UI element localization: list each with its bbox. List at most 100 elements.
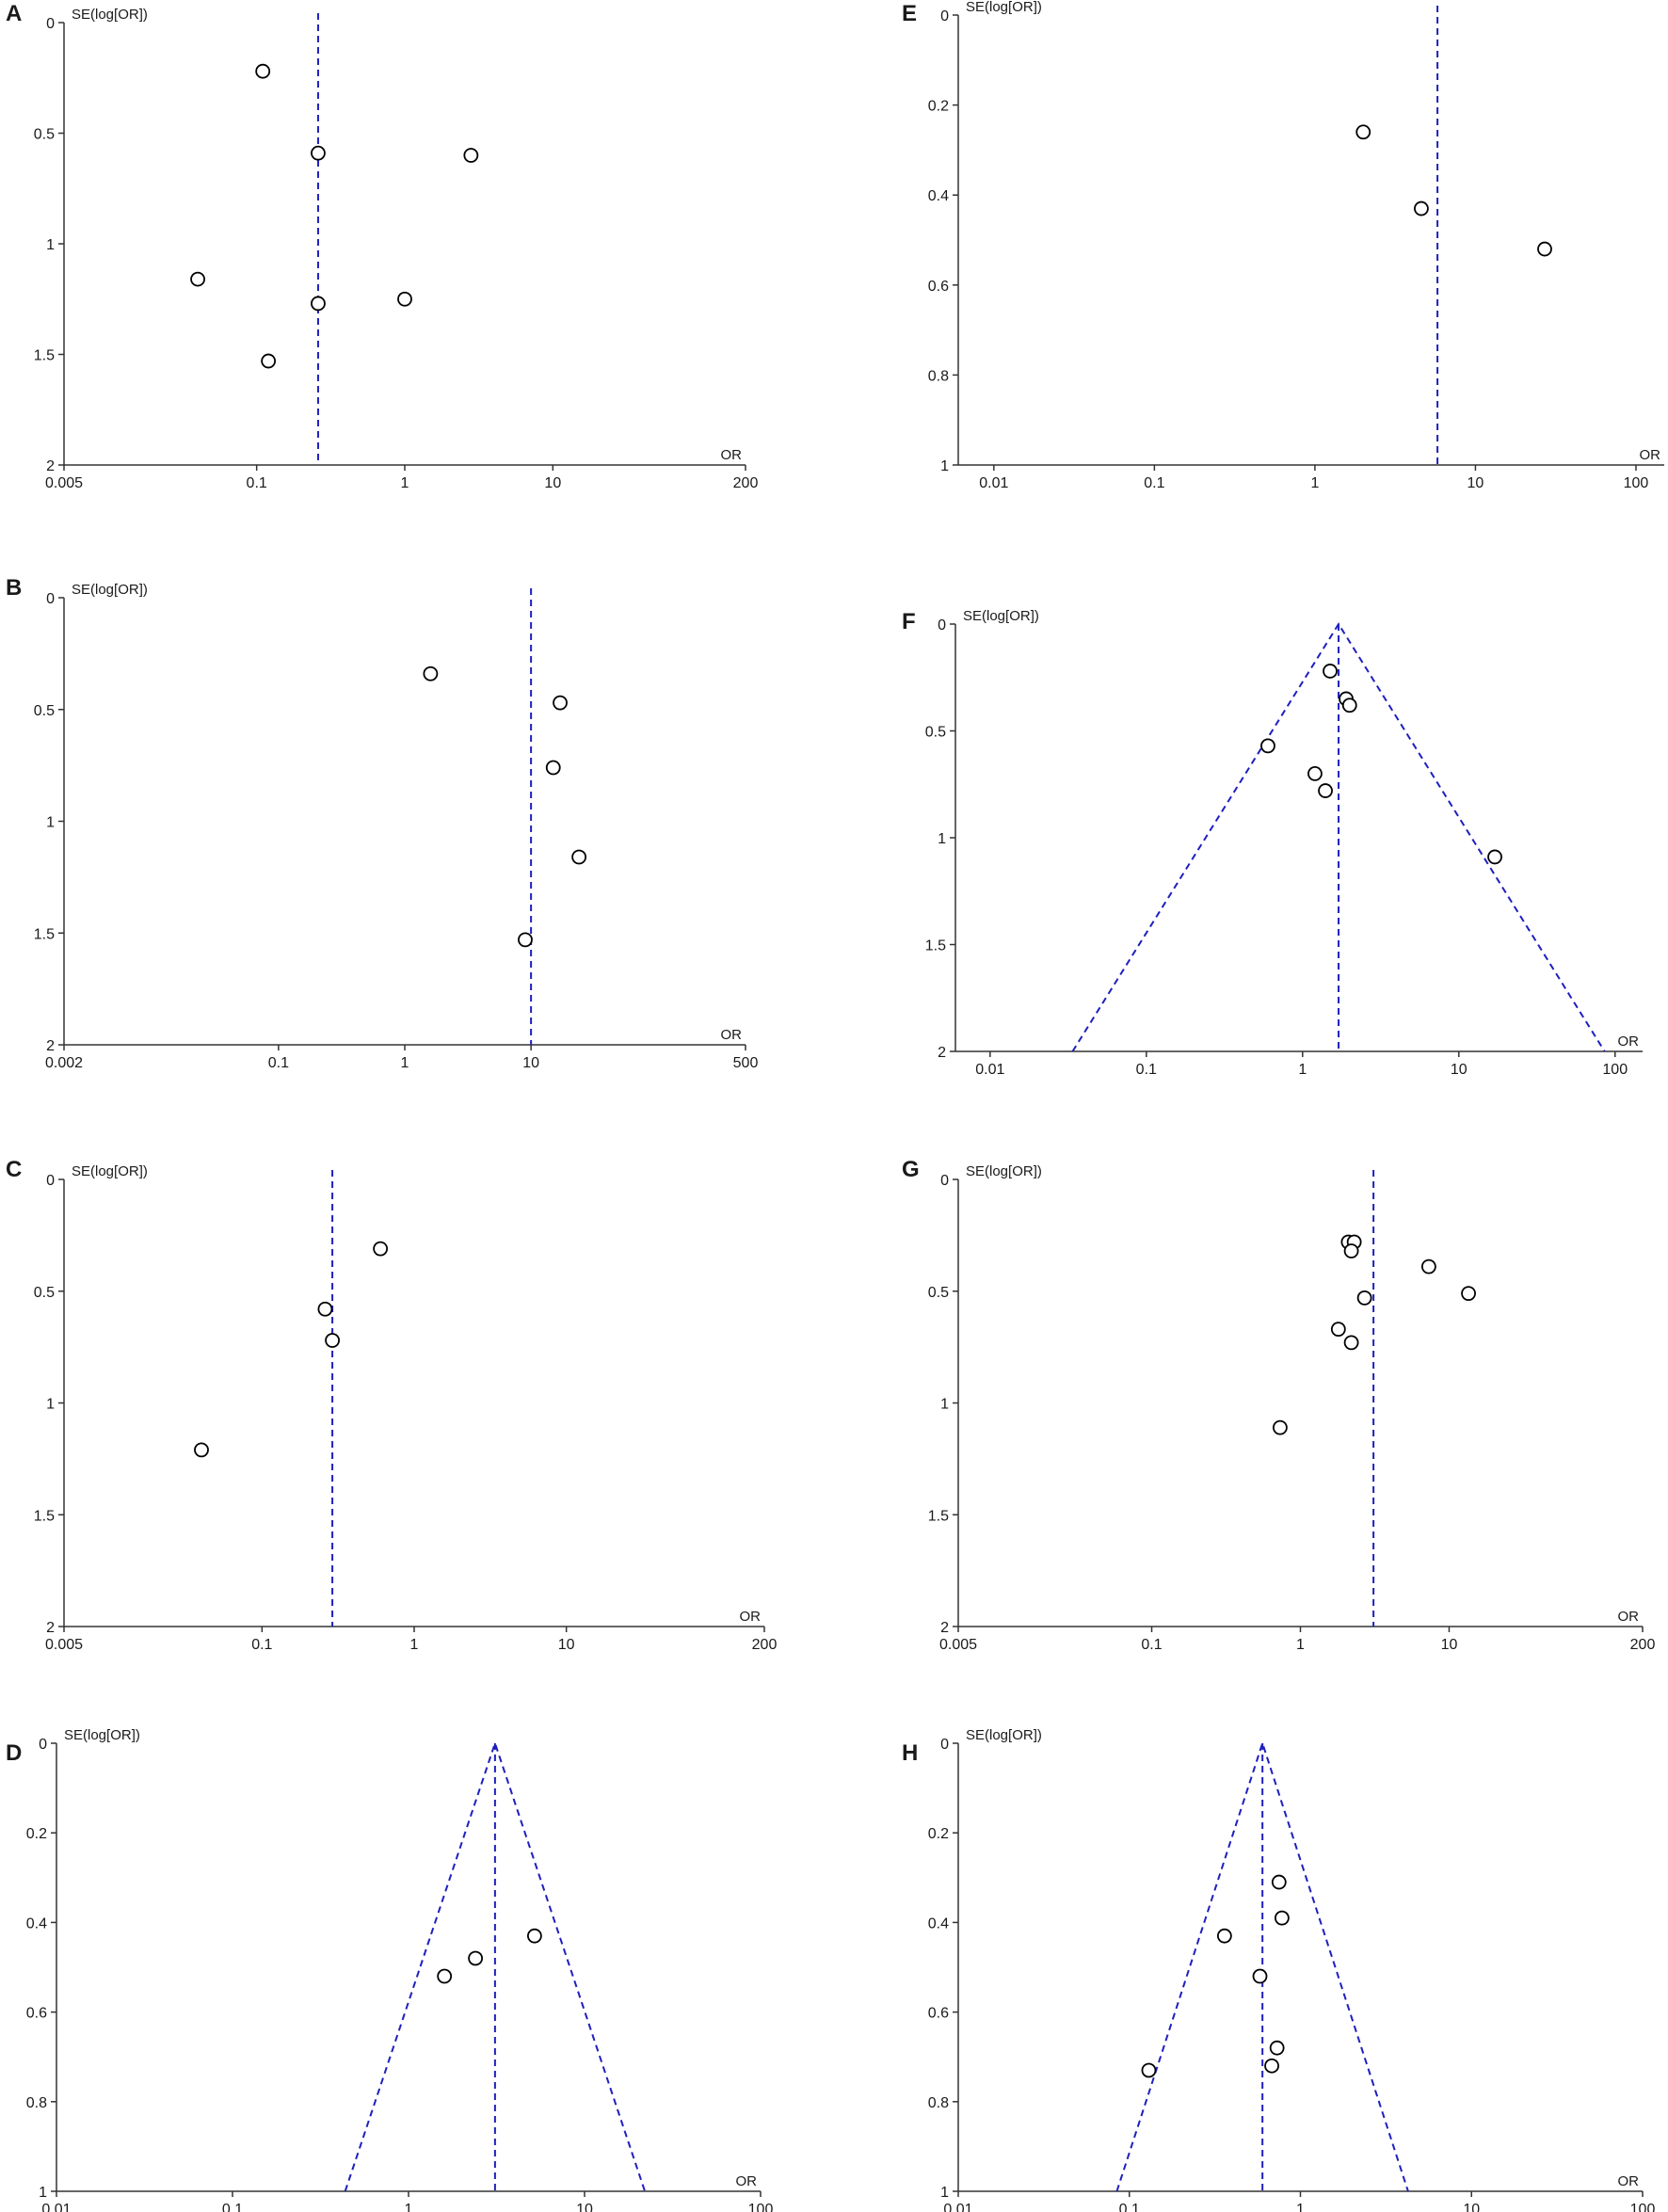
x-axis-title: OR [1618, 1609, 1640, 1625]
study-point [571, 849, 587, 865]
x-tick-label: 0.1 [268, 1055, 289, 1071]
study-point [325, 1333, 340, 1348]
y-axis-title: SE(log[OR]) [64, 1727, 140, 1743]
y-tick-label: 2 [46, 1038, 55, 1054]
y-tick-label: 0.6 [928, 2006, 949, 2022]
study-point [1318, 783, 1333, 798]
study-point [1487, 849, 1502, 865]
x-tick-label: 0.1 [1136, 1062, 1157, 1078]
study-point [468, 1950, 483, 1966]
x-tick-label: 10 [1468, 475, 1484, 491]
y-tick-label: 0.5 [925, 725, 946, 741]
study-point [311, 145, 326, 161]
y-axis-title: SE(log[OR]) [966, 1727, 1042, 1743]
y-tick-label: 0.2 [26, 1826, 47, 1842]
y-tick-label: 2 [46, 1620, 55, 1636]
y-tick-label: 1 [46, 1397, 55, 1413]
x-tick-label: 0.1 [251, 1637, 272, 1653]
study-point [1260, 738, 1275, 754]
x-tick-label: 100 [1624, 475, 1649, 491]
study-point [1341, 697, 1357, 713]
x-axis-title: OR [1618, 2173, 1640, 2189]
x-tick-label: 1 [410, 1637, 419, 1653]
x-tick-label: 10 [1451, 1062, 1468, 1078]
x-tick-label: 10 [558, 1637, 575, 1653]
y-tick-label: 1.5 [34, 1508, 55, 1524]
study-point [1537, 241, 1552, 257]
y-tick-label: 1 [46, 237, 55, 253]
y-axis-title: SE(log[OR]) [963, 608, 1039, 624]
funnel-ci-lines [1071, 622, 1606, 1052]
y-tick-label: 0 [940, 1737, 949, 1753]
study-point [1252, 1968, 1268, 1984]
study-point [255, 63, 271, 79]
x-tick-label: 1 [405, 2202, 413, 2212]
y-tick-label: 0 [940, 1173, 949, 1189]
x-axis-title: OR [736, 2173, 758, 2189]
study-point [463, 148, 479, 163]
y-tick-label: 0.2 [928, 1826, 949, 1842]
study-point [526, 1928, 542, 1944]
study-point [1330, 1322, 1346, 1338]
x-tick-label: 0.1 [1144, 475, 1164, 491]
study-point [1273, 1419, 1288, 1435]
x-tick-label: 10 [522, 1055, 539, 1071]
y-tick-label: 1.5 [928, 1508, 949, 1524]
x-tick-label: 100 [748, 2202, 774, 2212]
study-point [1274, 1910, 1290, 1926]
x-tick-label: 0.01 [41, 2202, 71, 2212]
study-point [518, 932, 533, 948]
y-tick-label: 0 [938, 617, 946, 633]
y-tick-label: 0 [940, 8, 949, 24]
study-point [311, 296, 326, 312]
study-point [1355, 124, 1371, 140]
panel-label: F [902, 609, 916, 634]
y-tick-label: 1.5 [34, 348, 55, 364]
study-point [1269, 2040, 1285, 2056]
y-tick-label: 0.4 [26, 1915, 47, 1931]
study-point [1323, 664, 1338, 679]
funnel-ci-lines [1115, 1739, 1409, 2192]
study-point [397, 291, 412, 307]
x-tick-label: 1 [1310, 475, 1319, 491]
study-point [1307, 766, 1323, 781]
x-axis-title: OR [721, 1027, 743, 1043]
panel-label: D [6, 1740, 22, 1766]
y-tick-label: 1 [46, 815, 55, 831]
y-tick-label: 1.5 [34, 926, 55, 942]
y-tick-label: 0 [46, 16, 55, 32]
y-tick-label: 1 [940, 458, 949, 474]
x-tick-label: 10 [1441, 1637, 1458, 1653]
x-tick-label: 0.01 [975, 1062, 1004, 1078]
x-axis-title: OR [721, 447, 743, 463]
x-tick-label: 10 [576, 2202, 593, 2212]
y-tick-label: 0.8 [26, 2095, 47, 2111]
x-tick-label: 200 [733, 475, 759, 491]
x-tick-label: 1 [1296, 2202, 1305, 2212]
y-tick-label: 0.4 [928, 188, 949, 204]
study-point [1264, 2058, 1279, 2074]
x-tick-label: 200 [752, 1637, 778, 1653]
panel-a: A SE(log[OR]) OR 0 0.5 1 1.5 20.005 0.1 1 10 200 [6, 1, 758, 491]
y-tick-label: 0 [39, 1737, 47, 1753]
study-point [190, 271, 205, 287]
x-tick-label: 0.1 [222, 2202, 243, 2212]
y-axis-title: SE(log[OR]) [72, 1163, 148, 1179]
panel-label: C [6, 1157, 22, 1182]
study-point [545, 760, 561, 776]
panel-label: A [6, 1, 22, 26]
x-tick-label: 0.1 [1119, 2202, 1140, 2212]
study-point [1141, 2062, 1157, 2078]
y-tick-label: 0.8 [928, 368, 949, 384]
y-tick-label: 0.5 [34, 1285, 55, 1301]
x-tick-label: 100 [1630, 2202, 1656, 2212]
study-point [194, 1442, 209, 1458]
y-axis-title: SE(log[OR]) [966, 0, 1042, 15]
x-tick-label: 0.01 [943, 2202, 972, 2212]
y-tick-label: 1.5 [925, 938, 946, 954]
y-tick-label: 1 [940, 1397, 949, 1413]
y-tick-label: 0 [46, 591, 55, 607]
